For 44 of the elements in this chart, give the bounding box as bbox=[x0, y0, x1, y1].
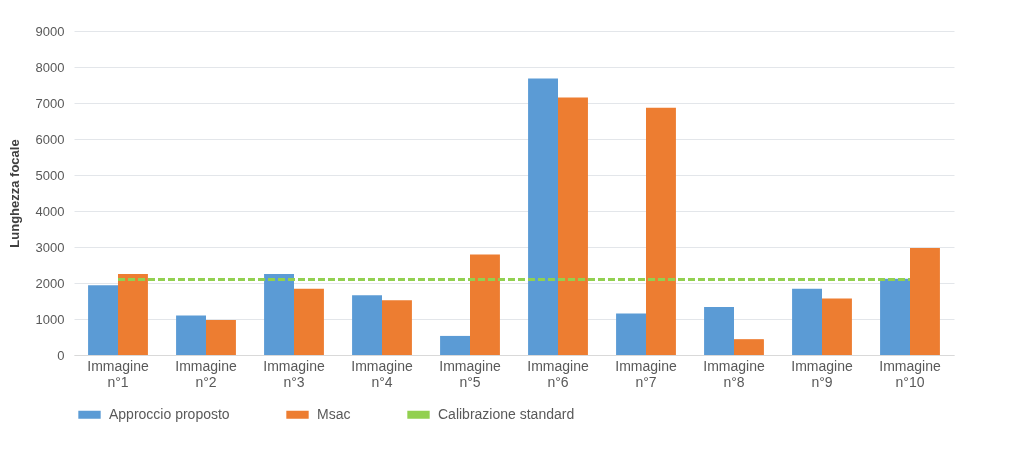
legend-label: Msac bbox=[317, 405, 351, 422]
x-tick-label: Immagine n°6 bbox=[527, 357, 589, 390]
bar bbox=[704, 307, 734, 355]
y-tick-label: 1000 bbox=[35, 311, 65, 327]
bar bbox=[910, 248, 940, 355]
y-tick-label: 4000 bbox=[35, 203, 65, 219]
bar bbox=[646, 107, 676, 355]
x-tick-label: Immagine n°9 bbox=[791, 357, 853, 390]
y-tick-label: 3000 bbox=[35, 239, 65, 255]
bar bbox=[528, 78, 558, 355]
bar bbox=[88, 285, 118, 355]
y-tick-label: 0 bbox=[57, 347, 65, 363]
bar bbox=[616, 313, 646, 355]
y-tick-label: 6000 bbox=[35, 131, 65, 147]
bar bbox=[264, 274, 294, 355]
x-tick-label: Immagine n°2 bbox=[175, 357, 237, 390]
x-tick-label: Immagine n°8 bbox=[703, 357, 765, 390]
bar bbox=[294, 288, 324, 355]
y-axis-title: Lunghezza focale bbox=[6, 139, 22, 248]
bar bbox=[822, 298, 852, 355]
bar bbox=[880, 278, 910, 355]
x-tick-label: Immagine n°7 bbox=[615, 357, 677, 390]
bar bbox=[470, 254, 500, 355]
x-tick-label: Immagine n°3 bbox=[263, 357, 325, 390]
legend-label: Calibrazione standard bbox=[438, 405, 575, 422]
bar bbox=[352, 295, 382, 355]
bar bbox=[792, 288, 822, 355]
bar bbox=[118, 274, 148, 355]
legend-label: Approccio proposto bbox=[109, 405, 230, 422]
bar bbox=[176, 315, 206, 355]
y-tick-label: 5000 bbox=[35, 167, 65, 183]
bar bbox=[734, 339, 764, 355]
x-tick-label: Immagine n°10 bbox=[879, 357, 941, 390]
bar bbox=[382, 300, 412, 355]
y-tick-label: 2000 bbox=[35, 275, 65, 291]
x-tick-label: Immagine n°4 bbox=[351, 357, 413, 390]
bar bbox=[206, 320, 236, 355]
bar bbox=[440, 335, 470, 355]
x-tick-label: Immagine n°1 bbox=[87, 357, 149, 390]
y-tick-label: 9000 bbox=[35, 23, 65, 39]
bar bbox=[558, 97, 588, 355]
x-tick-label: Immagine n°5 bbox=[439, 357, 501, 390]
y-tick-label: 8000 bbox=[35, 59, 65, 75]
y-tick-label: 7000 bbox=[35, 95, 65, 111]
